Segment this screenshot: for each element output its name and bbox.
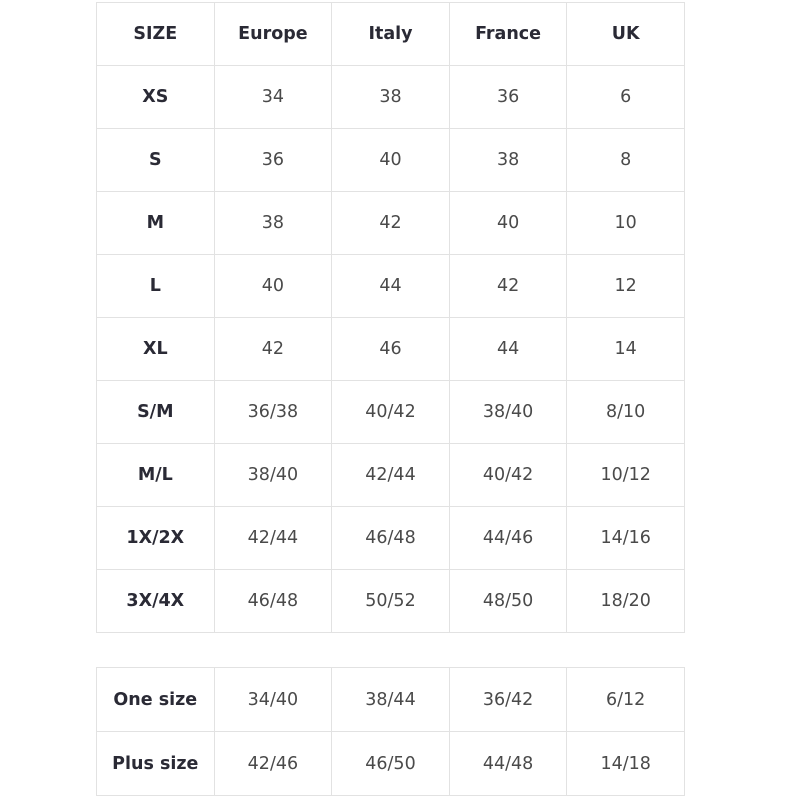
- size-label-cell: S/M: [96, 380, 215, 444]
- column-header: Italy: [331, 2, 450, 66]
- size-value-cell: 46/50: [331, 731, 450, 796]
- size-value-cell: 44: [448, 317, 568, 381]
- size-value-cell: 6/12: [566, 667, 685, 732]
- size-value-cell: 46: [331, 317, 450, 381]
- size-label-cell: S: [96, 128, 215, 192]
- size-value-cell: 40: [331, 128, 450, 192]
- size-value-cell: 50/52: [331, 569, 450, 633]
- size-value-cell: 6: [566, 65, 685, 129]
- size-value-cell: 38/40: [213, 443, 333, 507]
- special-size-table: One size 34/40 38/44 36/42 6/12 Plus size 42/4…: [96, 667, 685, 796]
- size-value-cell: 36: [448, 65, 568, 129]
- size-label-cell: One size: [96, 667, 215, 732]
- table-row: M 38 42 40 10: [96, 191, 685, 255]
- column-header: UK: [566, 2, 685, 66]
- size-value-cell: 8/10: [566, 380, 685, 444]
- size-value-cell: 38/44: [331, 667, 450, 732]
- size-value-cell: 40/42: [331, 380, 450, 444]
- column-header: France: [448, 2, 568, 66]
- size-value-cell: 40: [213, 254, 333, 318]
- size-value-cell: 42/44: [331, 443, 450, 507]
- table-row: XS 34 38 36 6: [96, 65, 685, 129]
- size-label-cell: 3X/4X: [96, 569, 215, 633]
- size-value-cell: 42/46: [213, 731, 333, 796]
- table-row: S/M 36/38 40/42 38/40 8/10: [96, 380, 685, 444]
- size-label-cell: XS: [96, 65, 215, 129]
- size-value-cell: 8: [566, 128, 685, 192]
- table-row: S 36 40 38 8: [96, 128, 685, 192]
- column-header: Europe: [213, 2, 333, 66]
- size-value-cell: 14/16: [566, 506, 685, 570]
- size-value-cell: 40/42: [448, 443, 568, 507]
- size-label-cell: Plus size: [96, 731, 215, 796]
- column-header: SIZE: [96, 2, 215, 66]
- table-row: M/L 38/40 42/44 40/42 10/12: [96, 443, 685, 507]
- size-value-cell: 36/38: [213, 380, 333, 444]
- size-value-cell: 48/50: [448, 569, 568, 633]
- size-value-cell: 46/48: [331, 506, 450, 570]
- size-value-cell: 38: [213, 191, 333, 255]
- size-value-cell: 46/48: [213, 569, 333, 633]
- size-label-cell: XL: [96, 317, 215, 381]
- size-value-cell: 36: [213, 128, 333, 192]
- size-value-cell: 34: [213, 65, 333, 129]
- table-row: Plus size 42/46 46/50 44/48 14/18: [96, 731, 685, 796]
- size-value-cell: 38/40: [448, 380, 568, 444]
- size-value-cell: 12: [566, 254, 685, 318]
- size-value-cell: 42: [331, 191, 450, 255]
- size-label-cell: L: [96, 254, 215, 318]
- size-value-cell: 14: [566, 317, 685, 381]
- table-row: One size 34/40 38/44 36/42 6/12: [96, 667, 685, 732]
- table-row: L 40 44 42 12: [96, 254, 685, 318]
- header-row: SIZE Europe Italy France UK: [96, 2, 685, 66]
- size-value-cell: 44/46: [448, 506, 568, 570]
- size-value-cell: 44/48: [448, 731, 568, 796]
- size-value-cell: 14/18: [566, 731, 685, 796]
- table-row: 1X/2X 42/44 46/48 44/46 14/16: [96, 506, 685, 570]
- size-value-cell: 38: [331, 65, 450, 129]
- size-value-cell: 36/42: [448, 667, 568, 732]
- table-row: 3X/4X 46/48 50/52 48/50 18/20: [96, 569, 685, 633]
- size-value-cell: 40: [448, 191, 568, 255]
- size-value-cell: 42: [213, 317, 333, 381]
- size-value-cell: 42/44: [213, 506, 333, 570]
- size-label-cell: M: [96, 191, 215, 255]
- size-value-cell: 10: [566, 191, 685, 255]
- size-value-cell: 10/12: [566, 443, 685, 507]
- size-chart-table: SIZE Europe Italy France UK XS 34 38 36 6 S 36 40 38 8…: [96, 2, 685, 633]
- size-value-cell: 38: [448, 128, 568, 192]
- size-value-cell: 18/20: [566, 569, 685, 633]
- size-value-cell: 44: [331, 254, 450, 318]
- table-row: XL 42 46 44 14: [96, 317, 685, 381]
- size-value-cell: 42: [448, 254, 568, 318]
- size-value-cell: 34/40: [213, 667, 333, 732]
- size-label-cell: M/L: [96, 443, 215, 507]
- size-label-cell: 1X/2X: [96, 506, 215, 570]
